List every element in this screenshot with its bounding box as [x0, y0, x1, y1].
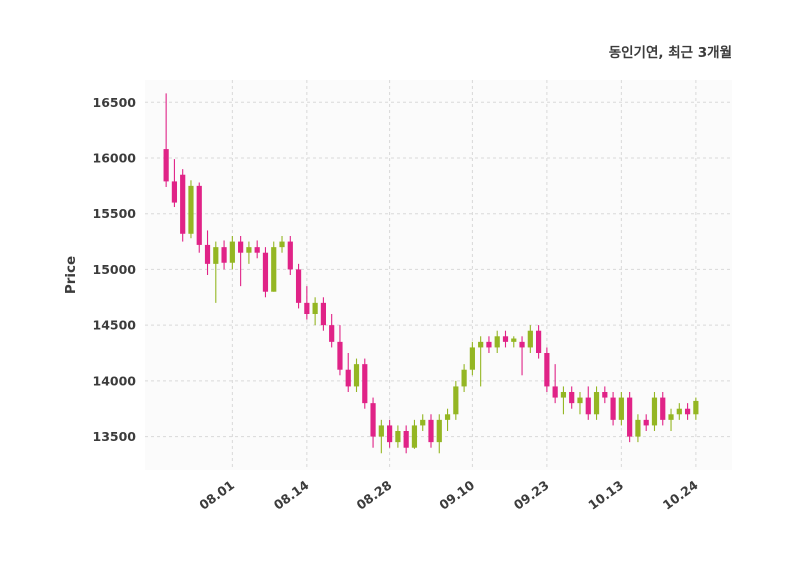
candle-body [527, 330, 533, 348]
candle-body [502, 336, 509, 342]
candle-body [188, 185, 194, 234]
candle-body [287, 241, 293, 270]
candle-body [312, 302, 318, 314]
candle-body [362, 364, 368, 404]
candle-body [643, 419, 649, 426]
candle-body [428, 419, 434, 443]
candle-body [627, 397, 633, 437]
candle-body [353, 364, 360, 387]
candle-body [395, 431, 401, 443]
chart-title: 동인기연, 최근 3개월 [609, 44, 732, 61]
candle-body [461, 369, 467, 387]
y-tick-label: 14500 [93, 318, 137, 333]
x-tick-label: 09.10 [436, 477, 477, 513]
candle-body [320, 302, 326, 326]
candle-body [337, 341, 343, 370]
candle-body [387, 425, 393, 443]
candle-body [453, 386, 459, 415]
candle-body [494, 336, 500, 348]
candle-body [171, 181, 178, 203]
candle-body [569, 392, 575, 404]
candle-body [420, 419, 426, 426]
candle-body [295, 269, 302, 303]
candle-body [519, 341, 525, 348]
candle-body [163, 149, 169, 182]
candle-body [618, 397, 624, 420]
candle-body [684, 408, 691, 415]
plot-area [145, 80, 732, 470]
x-tick-label: 09.23 [511, 477, 552, 512]
candle-body [411, 425, 418, 448]
candle-body [238, 241, 244, 253]
y-axis-label: Price [63, 256, 79, 294]
candle-body [262, 252, 269, 292]
y-tick-label: 15500 [93, 206, 137, 221]
candle-body [279, 241, 285, 248]
candle-body [370, 403, 376, 437]
candle-body [436, 419, 442, 443]
candle-body [544, 353, 550, 387]
candle-body [577, 397, 583, 404]
y-tick-label: 13500 [93, 429, 137, 444]
candle-body [585, 397, 591, 415]
candle-body [651, 397, 658, 426]
candles-layer [163, 93, 699, 454]
candle-body [444, 414, 451, 420]
x-tick-label: 10.24 [660, 477, 701, 513]
y-tick-label: 16000 [93, 151, 137, 166]
y-tick-label: 14000 [93, 373, 137, 388]
candle-body [329, 325, 335, 342]
candle-body [254, 247, 260, 253]
candle-body [593, 392, 600, 415]
candle-body [610, 397, 616, 420]
candle-body [304, 302, 310, 314]
candle-body [635, 419, 641, 437]
candle-body [180, 174, 186, 234]
candle-body [246, 247, 252, 253]
candle-body [345, 369, 351, 387]
candle-body [536, 330, 542, 353]
x-axis-tick-labels: 08.01 08.14 08.28 09.10 09.23 10.13 10.24 [196, 477, 701, 513]
candle-body [204, 244, 211, 264]
candle-body [378, 425, 384, 437]
x-tick-label: 08.01 [196, 477, 237, 512]
x-tick-label: 08.28 [354, 477, 395, 512]
candle-body [469, 347, 475, 370]
x-tick-label: 10.13 [585, 477, 626, 512]
candle-body [552, 386, 558, 398]
x-tick-label: 08.14 [271, 477, 312, 513]
candle-body [403, 431, 409, 448]
candle-body [693, 400, 699, 415]
candle-body [229, 241, 235, 263]
candle-body [213, 247, 219, 264]
candle-body [511, 338, 517, 342]
candle-body [486, 341, 492, 348]
candle-body [668, 414, 674, 420]
y-axis-tick-labels: 13500 14000 14500 15000 15500 16000 16500 [93, 95, 137, 444]
candle-body [602, 392, 608, 398]
candle-body [196, 185, 202, 245]
y-tick-label: 16500 [93, 95, 137, 110]
candle-body [478, 341, 484, 348]
candle-body [221, 247, 227, 263]
y-tick-label: 15000 [93, 262, 137, 277]
candle-body [676, 408, 682, 415]
candle-body [560, 392, 567, 398]
candle-body [660, 397, 666, 420]
candle-body [271, 247, 277, 292]
